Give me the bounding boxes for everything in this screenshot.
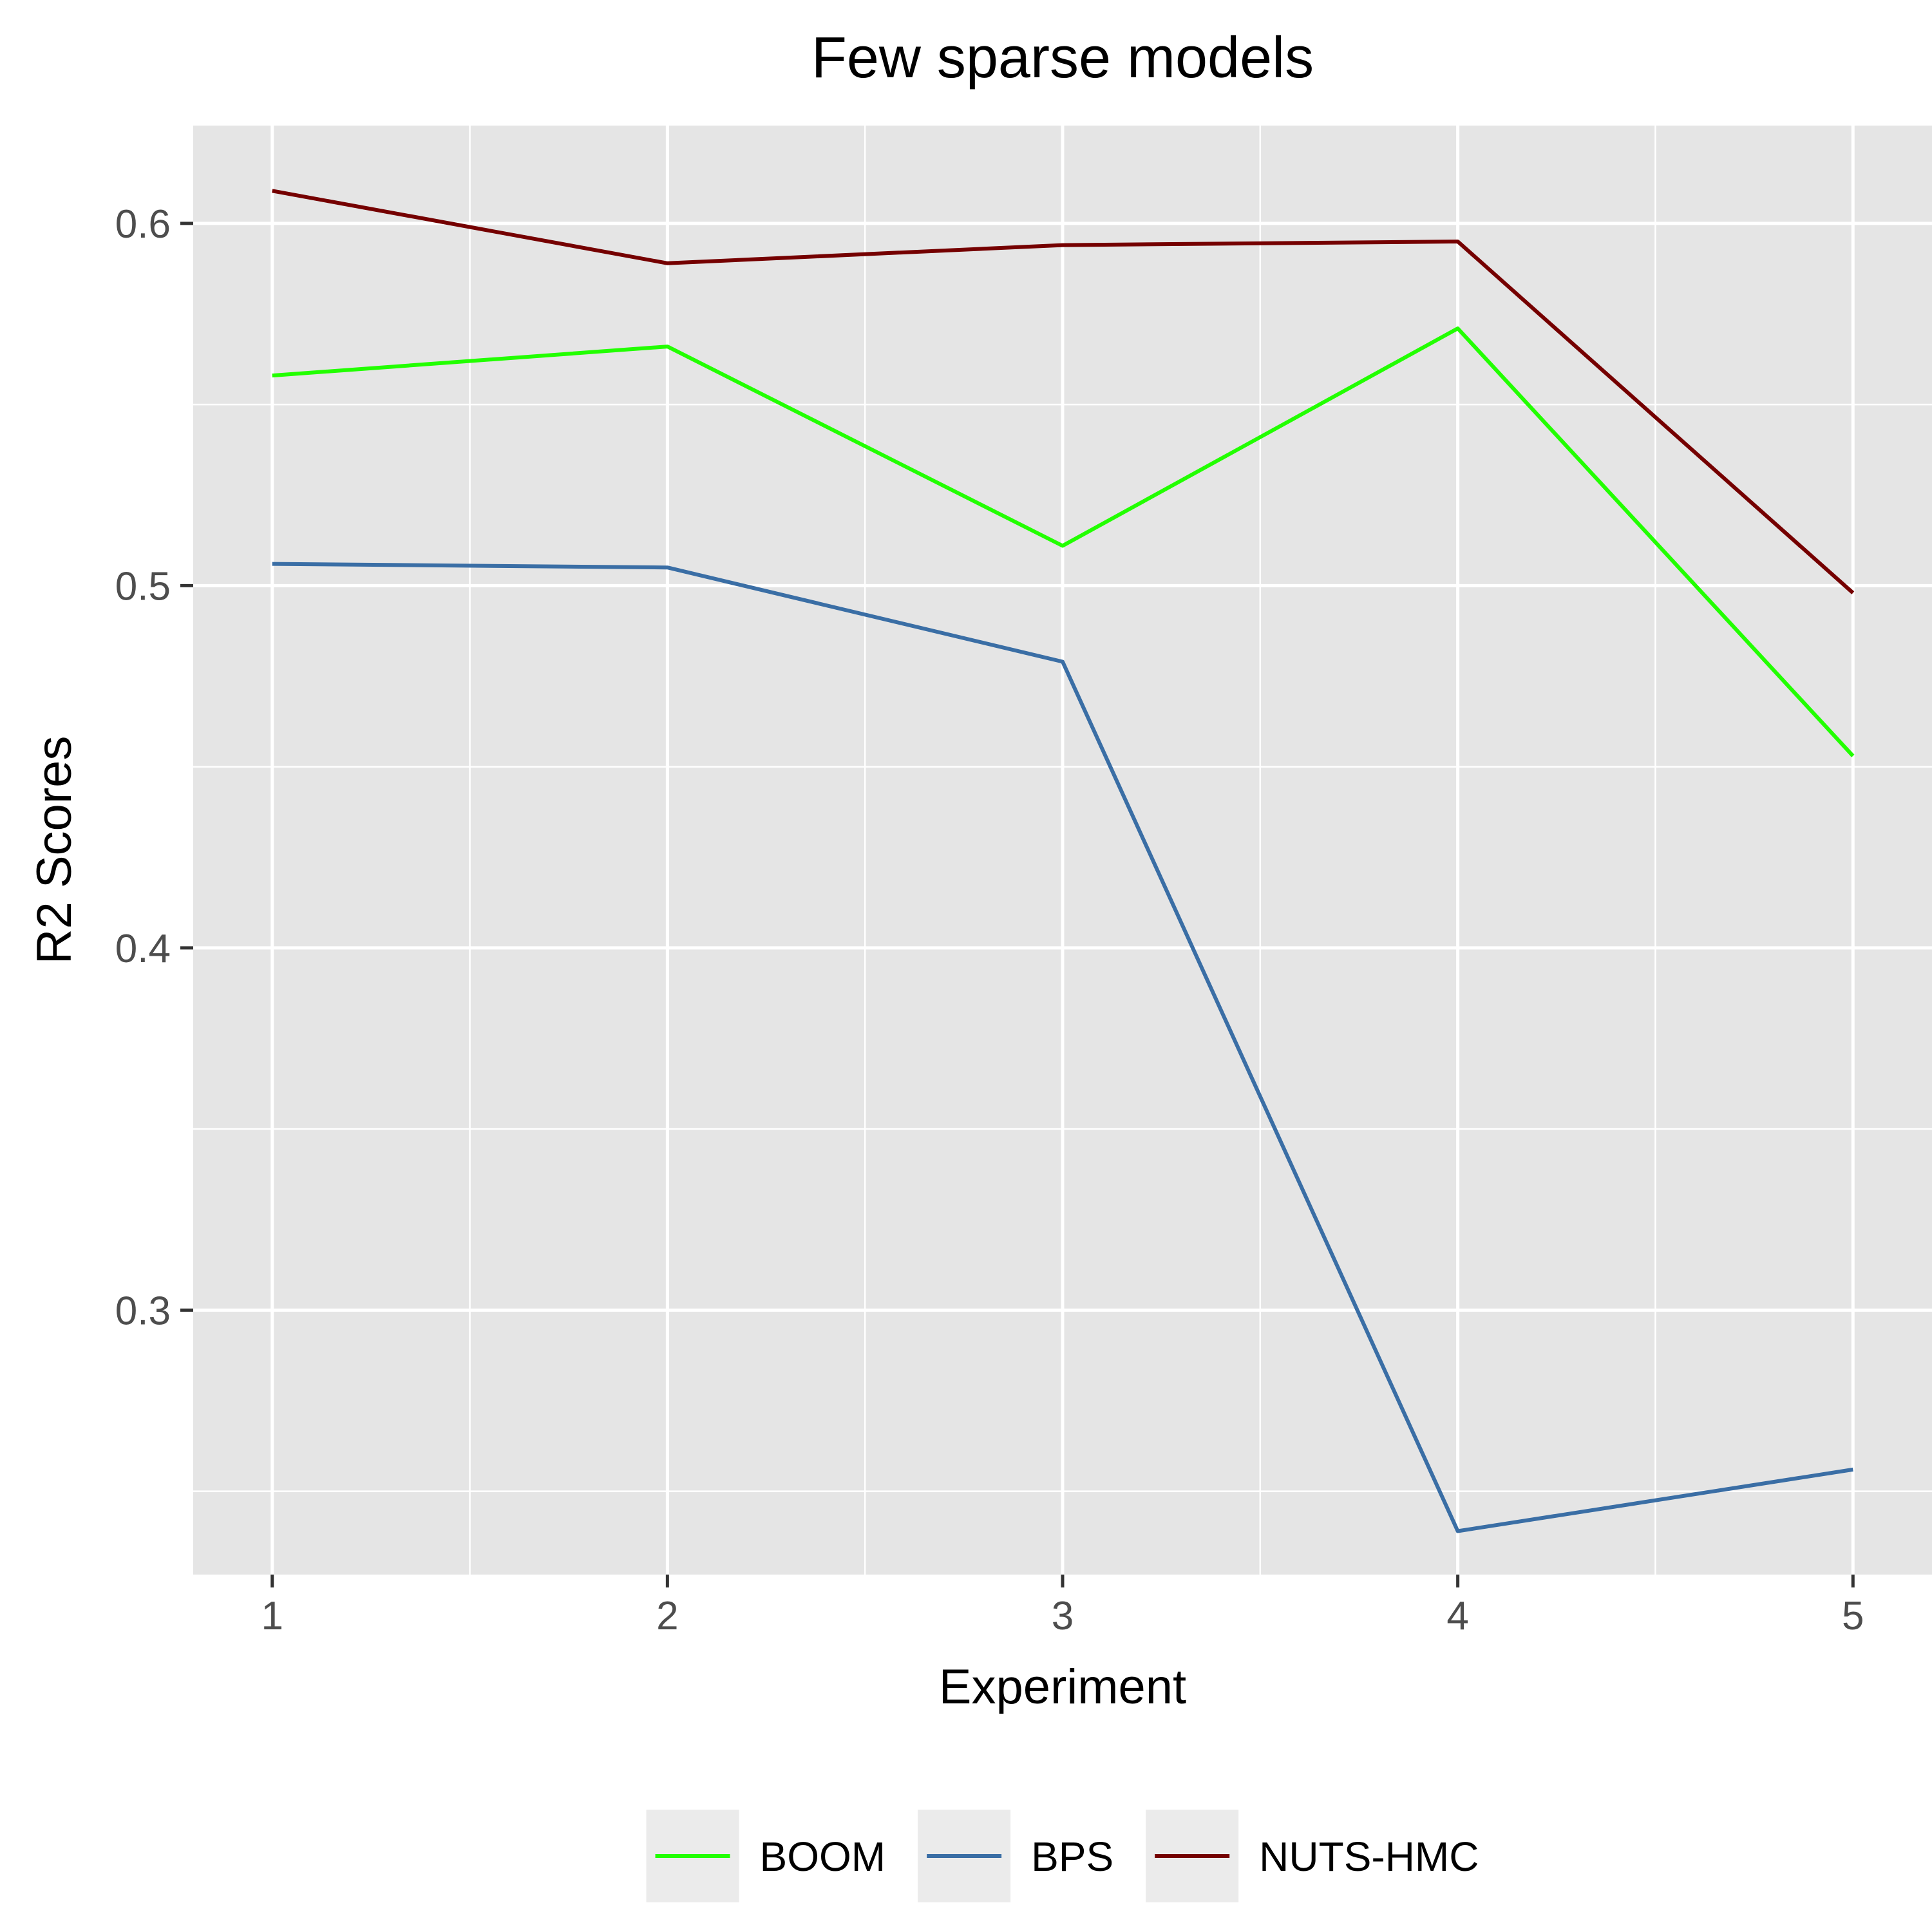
- legend: BOOM BPS NUTS-HMC: [646, 1810, 1479, 1902]
- x-axis-title: Experiment: [939, 1660, 1186, 1714]
- series-line-boom: [272, 327, 1855, 757]
- legend-label-bps: BPS: [1031, 1833, 1113, 1880]
- x-axis: 1 2 3 4 5: [261, 1575, 1864, 1638]
- x-tick-label: 2: [656, 1594, 678, 1638]
- x-tick-label: 5: [1842, 1594, 1864, 1638]
- x-tick-label: 3: [1052, 1594, 1074, 1638]
- major-gridlines: [193, 126, 1932, 1575]
- y-tick-label: 0.4: [115, 927, 171, 971]
- chart-title: Few sparse models: [811, 26, 1314, 90]
- y-tick-label: 0.6: [115, 202, 171, 247]
- y-axis: 0.3 0.4 0.5 0.6: [115, 202, 193, 1333]
- y-axis-title: R2 Scores: [27, 736, 82, 965]
- x-tick-label: 1: [261, 1594, 283, 1638]
- y-tick-label: 0.5: [115, 564, 171, 609]
- legend-label-nuts-hmc: NUTS-HMC: [1259, 1833, 1479, 1880]
- legend-label-boom: BOOM: [760, 1833, 886, 1880]
- y-tick-label: 0.3: [115, 1289, 171, 1333]
- series-lines: [272, 189, 1855, 1533]
- series-line-bps: [272, 562, 1853, 1533]
- series-line-nuts-hmc: [272, 189, 1855, 594]
- x-tick-label: 4: [1446, 1594, 1468, 1638]
